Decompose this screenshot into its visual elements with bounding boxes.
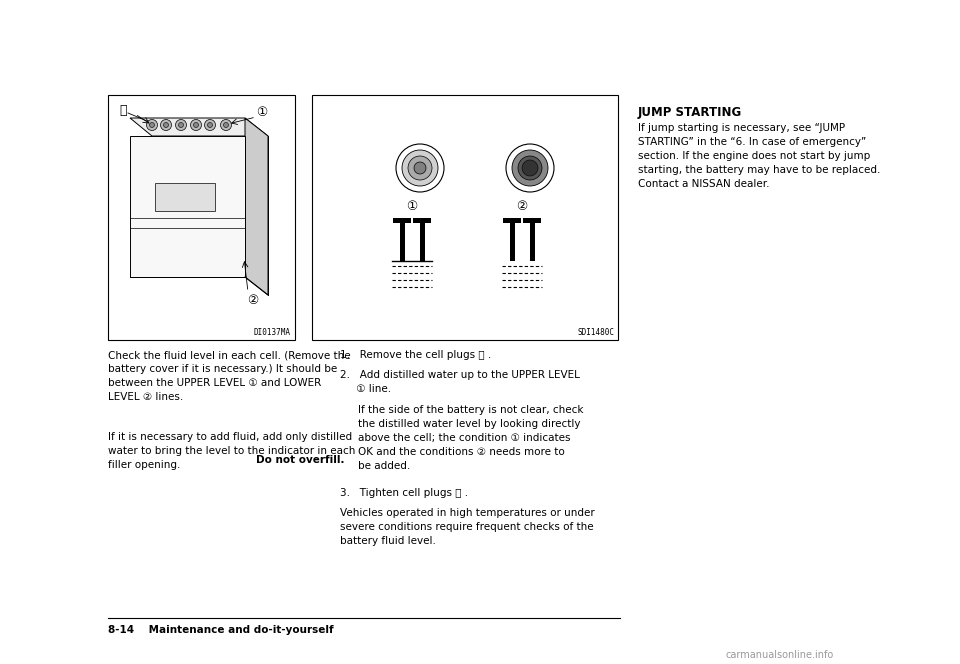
Text: Do not overfill.: Do not overfill. (256, 455, 345, 465)
Text: If jump starting is necessary, see “JUMP
STARTING” in the “6. In case of emergen: If jump starting is necessary, see “JUMP… (638, 123, 880, 189)
Circle shape (512, 150, 548, 186)
Bar (413, 218, 431, 223)
Text: Vehicles operated in high temperatures or under
severe conditions require freque: Vehicles operated in high temperatures o… (340, 508, 595, 546)
Circle shape (207, 122, 212, 127)
Circle shape (163, 122, 169, 127)
Circle shape (204, 120, 215, 131)
Bar (523, 218, 541, 223)
Circle shape (402, 150, 438, 186)
Text: carmanualsonline.info: carmanualsonline.info (726, 650, 834, 660)
Text: ②: ② (516, 199, 528, 212)
Text: SDI1480C: SDI1480C (577, 328, 614, 337)
Circle shape (518, 156, 542, 180)
Circle shape (221, 120, 231, 131)
Bar (510, 223, 515, 261)
Circle shape (147, 120, 157, 131)
Circle shape (414, 162, 426, 174)
Text: ①: ① (406, 199, 418, 212)
Bar (155, 183, 215, 211)
Circle shape (160, 120, 172, 131)
Polygon shape (130, 136, 245, 277)
Bar (420, 223, 425, 261)
Bar (400, 223, 405, 261)
Text: DI0137MA: DI0137MA (254, 328, 291, 337)
Circle shape (224, 122, 228, 127)
Text: 8-14    Maintenance and do-it-yourself: 8-14 Maintenance and do-it-yourself (108, 625, 334, 635)
Circle shape (408, 156, 432, 180)
Polygon shape (130, 118, 268, 136)
Text: 2.   Add distilled water up to the UPPER LEVEL
     ① line.: 2. Add distilled water up to the UPPER L… (340, 370, 580, 394)
Bar (312, 95, 618, 340)
Text: If it is necessary to add fluid, add only distilled
water to bring the level to : If it is necessary to add fluid, add onl… (108, 432, 355, 470)
Bar (393, 218, 411, 223)
Bar (503, 218, 521, 223)
Text: 1.   Remove the cell plugs Ⓐ .: 1. Remove the cell plugs Ⓐ . (340, 350, 492, 360)
Circle shape (150, 122, 155, 127)
Text: Ⓐ: Ⓐ (119, 104, 127, 118)
Polygon shape (245, 118, 268, 295)
Bar (108, 95, 295, 340)
Circle shape (194, 122, 199, 127)
Text: Check the fluid level in each cell. (Remove the
battery cover if it is necessary: Check the fluid level in each cell. (Rem… (108, 350, 350, 402)
Text: 3.   Tighten cell plugs Ⓐ .: 3. Tighten cell plugs Ⓐ . (340, 488, 468, 498)
Circle shape (522, 160, 538, 176)
Circle shape (176, 120, 186, 131)
Circle shape (179, 122, 183, 127)
Text: JUMP STARTING: JUMP STARTING (638, 106, 742, 119)
Text: ①: ① (256, 106, 268, 118)
Text: ②: ② (248, 293, 258, 307)
Text: If the side of the battery is not clear, check
the distilled water level by look: If the side of the battery is not clear,… (358, 405, 584, 471)
Circle shape (190, 120, 202, 131)
Bar (530, 223, 535, 261)
